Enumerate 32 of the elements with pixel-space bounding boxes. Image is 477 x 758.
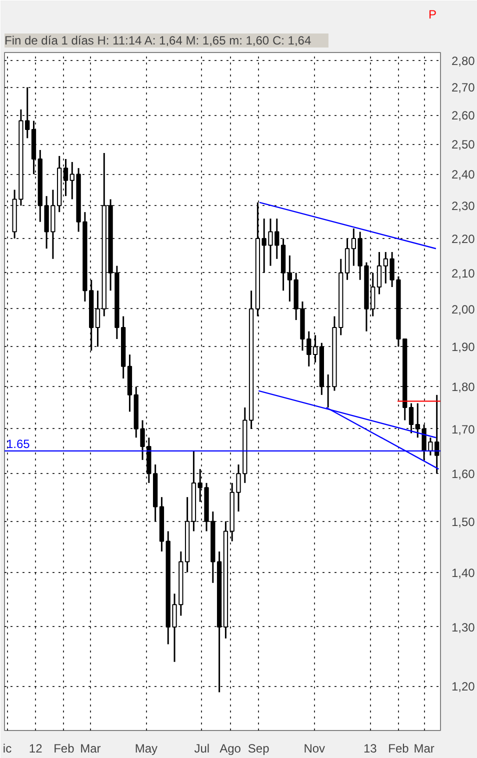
y-tick-label: 1,80 xyxy=(452,380,476,394)
y-tick-label: 1,90 xyxy=(452,340,476,354)
chart-title: Fin de día 1 días H: 11:14 A: 1,64 M: 1,65 m: 1,60 C: 1,64 xyxy=(4,34,312,48)
x-tick-label: Sep xyxy=(248,742,270,756)
y-tick-label: 1,70 xyxy=(452,422,476,436)
x-tick-label: 12 xyxy=(28,742,43,756)
x-tick-label: Mar xyxy=(414,742,434,756)
y-tick-label: 2,40 xyxy=(452,168,476,182)
y-tick-label: 2,20 xyxy=(452,232,476,246)
y-tick-label: 1,60 xyxy=(452,467,476,482)
y-tick-label: 2,30 xyxy=(452,199,476,214)
y-tick-label: 1,30 xyxy=(452,620,476,634)
text: P xyxy=(428,8,437,22)
x-tick-label: 13 xyxy=(363,742,378,756)
x-tick-label: Ago xyxy=(220,742,242,756)
x-tick-label: Mar xyxy=(80,742,101,756)
y-tick-label: 2,50 xyxy=(452,138,476,152)
y-tick-label: 2,00 xyxy=(452,302,476,316)
y-tick-label: 2,70 xyxy=(452,80,476,95)
x-tick-label: May xyxy=(134,742,158,756)
y-tick-label: 1,20 xyxy=(452,680,476,694)
y-tick-label: 1,50 xyxy=(452,514,476,529)
y-tick-label: 2,80 xyxy=(452,54,476,68)
x-tick-label: ic xyxy=(2,742,12,756)
x-tick-label: Nov xyxy=(304,742,326,756)
x-tick-label: Feb xyxy=(54,742,75,756)
x-tick-label: Feb xyxy=(388,742,410,756)
y-tick-label: 1,40 xyxy=(452,566,476,580)
x-tick-label: Jul xyxy=(194,742,210,756)
y-tick-label: 2,10 xyxy=(452,266,476,280)
ref-line-label: 1.65 xyxy=(6,436,30,451)
y-tick-label: 2,60 xyxy=(452,108,476,123)
